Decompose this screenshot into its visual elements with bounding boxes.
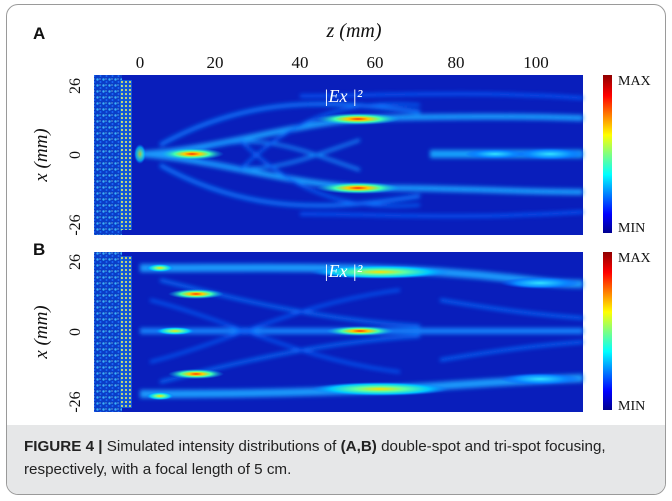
z-tick-20: 20 — [207, 53, 224, 72]
panel-b-colorbar — [603, 252, 612, 410]
panel-b-x-axis-label: x (mm) — [31, 305, 52, 359]
panel-a-colorbar-max: MAX — [618, 74, 651, 89]
panel-b-field-label: |Ex |² — [324, 261, 363, 281]
panel-b-x-tick-0: 0 — [67, 328, 84, 336]
panel-a-intensity-map — [94, 75, 584, 235]
caption-text-1: Simulated intensity distributions of — [102, 438, 341, 455]
panel-a-field-label: |Ex |² — [324, 86, 363, 106]
panel-b-label: B — [33, 240, 45, 259]
panel-b-x-tick-26: 26 — [67, 254, 84, 270]
z-tick-80: 80 — [448, 53, 465, 72]
figure-4: A B z (mm) 0 20 40 60 80 100 x (mm) 26 0… — [31, 20, 651, 414]
panel-a-x-tick-26: 26 — [67, 78, 84, 94]
z-axis-label: z (mm) — [326, 20, 382, 42]
caption-background — [7, 425, 665, 494]
panel-a-colorbar — [603, 75, 612, 233]
figure-caption: FIGURE 4 | Simulated intensity distribut… — [24, 435, 654, 481]
z-tick-100: 100 — [523, 53, 549, 72]
z-tick-60: 60 — [367, 53, 384, 72]
panel-b-intensity-map — [94, 252, 584, 412]
panel-b-colorbar-max: MAX — [618, 251, 651, 266]
panel-a-x-tick-0: 0 — [67, 151, 84, 159]
panel-a-colorbar-min: MIN — [618, 221, 645, 236]
caption-text-2: double-spot and tri-spot focusing, respe… — [24, 438, 606, 478]
panel-a-x-tick-neg26: -26 — [67, 214, 84, 235]
caption-panel-refs: (A,B) — [340, 438, 377, 455]
z-tick-40: 40 — [292, 53, 309, 72]
panel-a-x-axis-label: x (mm) — [31, 128, 52, 182]
figure-number: FIGURE 4 | — [24, 438, 103, 455]
panel-b-x-tick-neg26: -26 — [67, 391, 84, 412]
panel-b-colorbar-min: MIN — [618, 399, 645, 414]
z-tick-0: 0 — [136, 53, 145, 72]
panel-a-label: A — [33, 24, 45, 43]
